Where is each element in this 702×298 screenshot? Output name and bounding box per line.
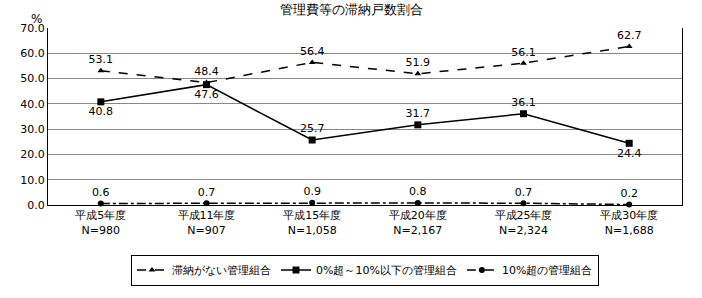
- svg-text:平成11年度N=907: 平成11年度N=907: [178, 209, 236, 236]
- svg-text:0.0: 0.0: [27, 199, 45, 212]
- svg-text:10%超の管理組合: 10%超の管理組合: [502, 264, 592, 277]
- svg-text:10.0: 10.0: [20, 174, 45, 187]
- svg-text:0.7: 0.7: [515, 186, 533, 199]
- svg-text:40.0: 40.0: [20, 98, 45, 111]
- svg-text:平成20年度N=2,167: 平成20年度N=2,167: [389, 209, 447, 236]
- svg-text:0.2: 0.2: [620, 187, 638, 200]
- svg-text:平成30年度N=1,688: 平成30年度N=1,688: [600, 209, 658, 236]
- svg-text:48.4: 48.4: [194, 65, 219, 78]
- svg-text:56.4: 56.4: [300, 45, 325, 58]
- svg-text:平成25年度N=2,324: 平成25年度N=2,324: [495, 209, 553, 236]
- svg-text:滞納がない管理組合: 滞納がない管理組合: [172, 264, 271, 277]
- svg-text:60.0: 60.0: [20, 47, 45, 60]
- svg-text:24.4: 24.4: [617, 147, 642, 160]
- svg-text:70.0: 70.0: [20, 22, 45, 35]
- svg-text:40.8: 40.8: [89, 105, 114, 118]
- svg-text:56.1: 56.1: [511, 46, 536, 59]
- svg-text:30.0: 30.0: [20, 123, 45, 136]
- svg-text:51.9: 51.9: [406, 56, 431, 69]
- svg-text:0%超～10%以下の管理組合: 0%超～10%以下の管理組合: [316, 264, 457, 277]
- svg-text:%: %: [31, 12, 42, 26]
- svg-text:20.0: 20.0: [20, 148, 45, 161]
- svg-text:31.7: 31.7: [406, 107, 431, 120]
- svg-text:53.1: 53.1: [89, 53, 114, 66]
- svg-text:平成5年度N=980: 平成5年度N=980: [75, 209, 126, 236]
- svg-text:62.7: 62.7: [617, 29, 642, 42]
- svg-text:47.6: 47.6: [194, 88, 219, 101]
- svg-text:36.1: 36.1: [511, 96, 536, 109]
- svg-text:25.7: 25.7: [300, 122, 325, 135]
- svg-text:0.8: 0.8: [409, 185, 427, 198]
- svg-text:0.9: 0.9: [303, 185, 321, 198]
- svg-text:50.0: 50.0: [20, 72, 45, 85]
- svg-text:管理費等の滞納戸数割合: 管理費等の滞納戸数割合: [280, 2, 423, 17]
- svg-text:0.6: 0.6: [92, 186, 110, 199]
- svg-text:平成15年度N=1,058: 平成15年度N=1,058: [283, 209, 341, 236]
- svg-text:0.7: 0.7: [198, 186, 216, 199]
